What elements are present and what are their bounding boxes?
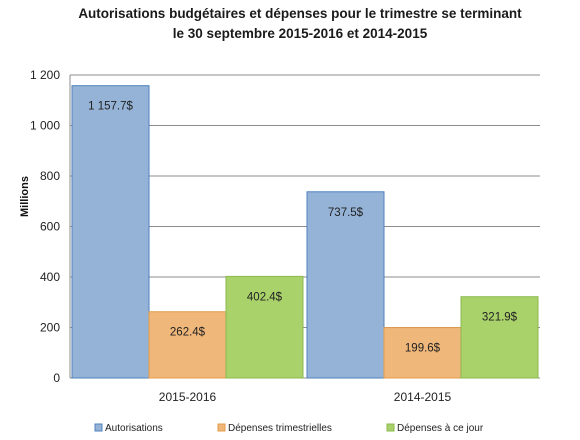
y-tick-label: 1 200 (30, 68, 60, 82)
legend-label: Dépenses trimestrielles (228, 423, 332, 434)
data-label: 737.5$ (328, 207, 364, 219)
y-tick-label: 400 (40, 270, 60, 284)
y-tick-label: 600 (40, 220, 60, 234)
data-label: 402.4$ (247, 291, 283, 303)
data-label: 1 157.7$ (88, 101, 133, 113)
data-label: 262.4$ (170, 327, 206, 339)
bar (148, 311, 227, 379)
bar (225, 275, 304, 379)
x-tick-label: 2015-2016 (159, 390, 217, 404)
bar (306, 191, 385, 379)
bar (71, 85, 150, 379)
y-axis-title: Millions (19, 176, 31, 217)
bar (460, 296, 539, 379)
legend-swatch (94, 423, 103, 432)
chart-title-line-1: Autorisations budgétaires et dépenses po… (78, 6, 522, 21)
legend-swatch (386, 423, 395, 432)
legend-label: Dépenses à ce jour (397, 423, 484, 434)
x-tick-label: 2014-2015 (394, 390, 452, 404)
y-tick-label: 0 (53, 371, 60, 385)
legend-swatch (217, 423, 226, 432)
chart-title: Autorisations budgétaires et dépenses po… (0, 4, 580, 44)
y-tick-label: 1 000 (30, 119, 60, 133)
chart-title-line-2: le 30 septembre 2015-2016 et 2014-2015 (172, 26, 428, 41)
data-label: 321.9$ (482, 312, 518, 324)
y-tick-label: 200 (40, 321, 60, 335)
legend-label: Autorisations (105, 423, 163, 434)
data-label: 199.6$ (405, 343, 441, 355)
y-tick-label: 800 (40, 169, 60, 183)
